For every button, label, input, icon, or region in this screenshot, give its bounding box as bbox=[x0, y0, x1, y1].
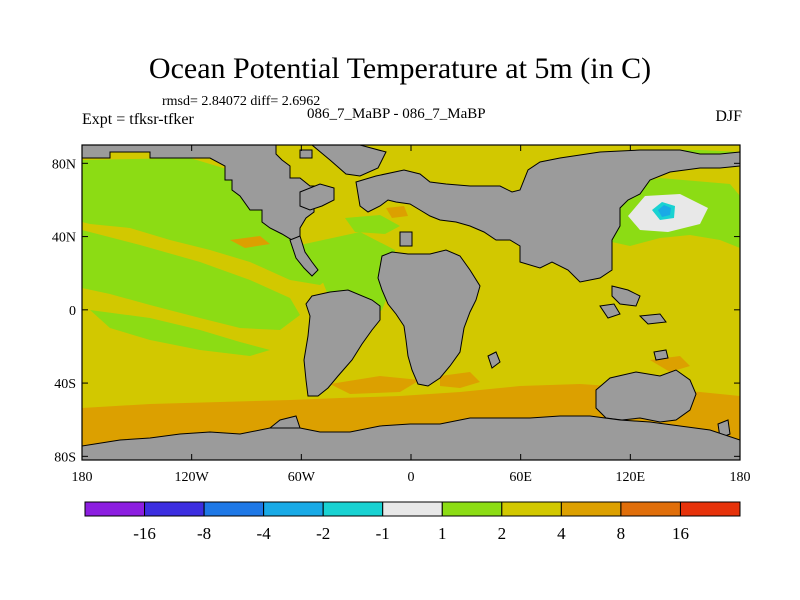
colorbar-label: -4 bbox=[257, 524, 272, 543]
south-pacific-warm-patch bbox=[650, 356, 690, 372]
x-axis: 180 120W 60W 0 60E 120E 180 bbox=[72, 145, 751, 485]
pacific-island-land bbox=[653, 349, 669, 361]
x-tick-label: 180 bbox=[730, 470, 751, 485]
y-axis: 80N 40N 0 40S 80S bbox=[52, 157, 740, 465]
y-tick-label: 40S bbox=[54, 377, 76, 392]
colorbar-swatch bbox=[203, 501, 265, 517]
colorbar-label: -1 bbox=[376, 524, 390, 543]
colorbar-label: 16 bbox=[672, 524, 689, 543]
y-tick-label: 80S bbox=[54, 450, 76, 465]
antarctic-peninsula-land bbox=[268, 415, 301, 429]
subtitle: 086_7_MaBP - 086_7_MaBP bbox=[307, 106, 486, 122]
x-tick-label: 180 bbox=[72, 470, 93, 485]
colorbar-swatch bbox=[263, 501, 324, 517]
north-pacific-cool-region bbox=[82, 158, 340, 285]
madagascar-land bbox=[487, 351, 501, 369]
x-tick-label: 120W bbox=[175, 470, 210, 485]
central-america-land bbox=[289, 235, 319, 277]
colorbar-label: -16 bbox=[133, 524, 156, 543]
indonesia-land bbox=[599, 303, 621, 319]
south-indian-warm-patch bbox=[440, 372, 480, 388]
y-tick-label: 80N bbox=[52, 157, 76, 172]
greenland-land bbox=[311, 145, 387, 177]
colorbar-swatch bbox=[144, 501, 205, 517]
south-atlantic-warm-patch bbox=[330, 376, 420, 394]
colorbar-swatch bbox=[501, 501, 562, 517]
nw-pacific-coldest-core bbox=[658, 205, 671, 217]
colorbar-swatch bbox=[84, 501, 146, 517]
x-tick-label: 120E bbox=[616, 470, 646, 485]
europe-asia-land bbox=[355, 149, 740, 283]
colorbar-swatch bbox=[441, 501, 503, 517]
australia-land bbox=[595, 369, 697, 423]
colorbar-label: 8 bbox=[617, 524, 626, 543]
colorbar-swatch bbox=[382, 501, 443, 517]
x-tick-label: 0 bbox=[408, 470, 415, 485]
arctic-islands-land bbox=[299, 149, 313, 159]
y-tick-label: 0 bbox=[69, 304, 76, 319]
map-field bbox=[82, 145, 740, 460]
stats-text: rmsd= 2.84072 diff= 2.6962 bbox=[162, 94, 321, 109]
colorbar: -16 -8 -4 -2 -1 1 2 4 8 16 bbox=[84, 501, 741, 543]
south-america-land bbox=[303, 289, 381, 397]
colorbar-swatch bbox=[620, 501, 681, 517]
land-masses bbox=[82, 145, 740, 460]
colorbar-label: 1 bbox=[438, 524, 447, 543]
north-atlantic-cool-patch bbox=[345, 215, 400, 234]
x-tick-label: 60E bbox=[509, 470, 532, 485]
colorbar-label: 4 bbox=[557, 524, 566, 543]
antarctica-land bbox=[82, 415, 740, 460]
y-tick-label: 40N bbox=[52, 231, 76, 246]
tropical-pacific-cool-region bbox=[82, 230, 300, 330]
indonesia-land-2 bbox=[638, 313, 667, 325]
colorbar-label: -2 bbox=[316, 524, 330, 543]
colorbar-swatch bbox=[679, 501, 741, 517]
south-pacific-warm-streak bbox=[230, 236, 270, 248]
colorbar-swatch bbox=[322, 501, 384, 517]
se-asia-land bbox=[611, 285, 641, 307]
colorbar-label: -8 bbox=[197, 524, 211, 543]
iberia-land bbox=[399, 231, 413, 247]
map-title: Ocean Potential Temperature at 5m (in C) bbox=[148, 52, 652, 85]
canada-east-land bbox=[299, 183, 335, 211]
x-tick-label: 60W bbox=[288, 470, 316, 485]
north-africa-land bbox=[377, 249, 481, 387]
experiment-label: Expt = tfksr-tfker bbox=[82, 111, 194, 128]
south-pacific-cool-region bbox=[90, 310, 270, 356]
north-atlantic-warm-patch bbox=[386, 206, 408, 218]
colorbar-label: 2 bbox=[498, 524, 507, 543]
season-label: DJF bbox=[715, 108, 742, 125]
north-america-land bbox=[82, 145, 321, 241]
colorbar-swatch bbox=[560, 501, 622, 517]
